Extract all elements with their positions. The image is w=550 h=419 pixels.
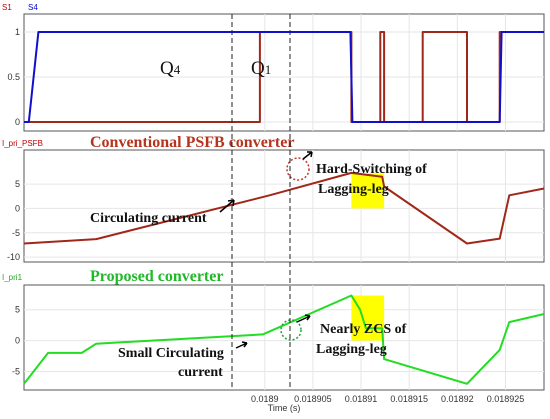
series-group-2 xyxy=(23,171,545,245)
y-tick-label: 5 xyxy=(15,179,20,189)
y-tick-label: -5 xyxy=(12,366,20,376)
x-ticks: 0.0189 0.018905 0.01891 0.018915 0.01892 0.01… xyxy=(251,394,524,404)
y-tick-label: -5 xyxy=(12,228,20,238)
panel-switching: S1 S4 00.51 Q4 Q1 xyxy=(2,3,545,132)
hard-switching-marker xyxy=(286,157,310,181)
q1-sub: 1 xyxy=(265,62,272,77)
x-tick-label: 0.01892 xyxy=(441,394,474,404)
series-line-S4 xyxy=(24,31,544,123)
plot-frame-3 xyxy=(23,284,545,391)
legend-s4: S4 xyxy=(28,3,38,12)
zcs-label-1: Nearly ZCS of xyxy=(320,322,407,337)
heading-proposed: Proposed converter xyxy=(90,268,223,285)
heading-psfb: Conventional PSFB converter xyxy=(90,134,294,151)
x-tick-label: 0.018915 xyxy=(390,394,428,404)
small-circulating-arrow xyxy=(235,341,248,349)
x-tick-label: 0.018905 xyxy=(294,394,332,404)
panel-label-psfb: I_pri_PSFB xyxy=(2,139,43,148)
y-tick-label: 0.5 xyxy=(7,72,20,82)
x-tick-label: 0.018925 xyxy=(487,394,525,404)
circulating-current-label: Circulating current xyxy=(90,211,207,226)
series-group-3 xyxy=(23,294,545,385)
plot-frame-2 xyxy=(23,149,545,263)
shaded-region-psfb xyxy=(351,173,385,209)
series-group-1 xyxy=(24,31,544,123)
hard-switching-arrow xyxy=(302,151,313,160)
zcs-arrow xyxy=(296,314,311,323)
panel-psfb: I_pri_PSFB -10 -5 0 5 Conventional PSFB con… xyxy=(2,134,545,263)
hard-switching-label-2: Lagging-leg xyxy=(318,182,389,197)
q4-sub: 4 xyxy=(174,62,181,77)
y-tick-label: 0 xyxy=(15,336,20,346)
y-tick-label: 1 xyxy=(15,27,20,37)
q1-label: Q1 xyxy=(251,58,271,79)
panel-proposed: I_pri1 -5 0 5 0.0189 0.018905 0.01891 0.01891… xyxy=(2,268,545,413)
q4-label: Q4 xyxy=(160,58,181,79)
y-tick-label: 5 xyxy=(15,305,20,315)
grid-3 xyxy=(24,285,544,390)
x-tick-label: 0.01891 xyxy=(345,394,378,404)
legend-s1: S1 xyxy=(2,3,12,12)
y-ticks-2: -10 -5 0 5 xyxy=(7,179,20,262)
small-circulating-label-1: Small Circulating xyxy=(118,346,224,361)
x-axis-label: Time (s) xyxy=(268,403,301,413)
zcs-marker xyxy=(280,319,302,341)
panel-label-proposed: I_pri1 xyxy=(2,273,23,282)
series-line-I_pri_PSFB xyxy=(23,171,545,245)
y-tick-label: -10 xyxy=(7,252,20,262)
y-tick-label: 0 xyxy=(15,117,20,127)
x-tick-label: 0.0189 xyxy=(251,394,279,404)
hard-switching-label-1: Hard-Switching of xyxy=(316,162,427,177)
q4-main: Q xyxy=(160,58,174,79)
q1-main: Q xyxy=(251,58,265,79)
y-tick-label: 0 xyxy=(15,203,20,213)
shaded-area xyxy=(351,173,385,209)
small-circulating-label-2: current xyxy=(178,365,223,380)
y-ticks-1: 00.51 xyxy=(7,27,20,127)
zcs-label-2: Lagging-leg xyxy=(316,342,387,357)
y-ticks-3: -5 0 5 xyxy=(12,305,20,377)
series-line-I_pri1 xyxy=(23,294,545,385)
